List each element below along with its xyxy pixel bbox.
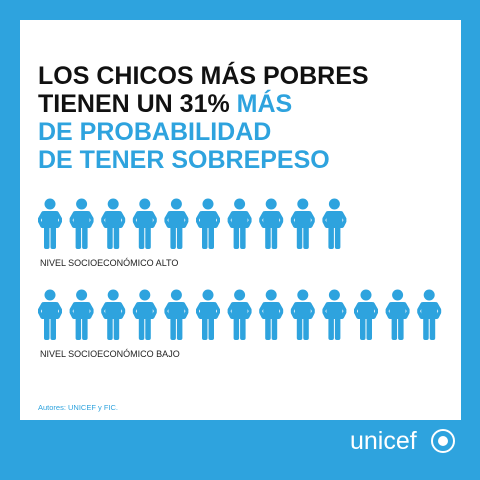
row-label: NIVEL SOCIOECONÓMICO ALTO	[40, 258, 178, 268]
title-line: TIENEN UN 31% MÁS	[38, 89, 292, 118]
row-label: NIVEL SOCIOECONÓMICO BAJO	[40, 349, 180, 359]
title-part: TIENEN UN 31%	[38, 90, 230, 118]
title-line: LOS CHICOS MÁS POBRES	[38, 61, 369, 90]
icon-rows: NIVEL SOCIOECONÓMICO ALTO NIVEL SOCIOECON…	[38, 198, 442, 359]
logo: unicef	[350, 427, 455, 455]
logo-emblem	[438, 436, 448, 446]
logo-text: unicef	[350, 427, 417, 455]
source: Autores: UNICEF y FIC.	[38, 403, 118, 412]
title-part: MÁS	[237, 89, 293, 118]
title-line: DE TENER SOBREPESO	[38, 146, 330, 174]
title-line: DE PROBABILIDAD	[38, 118, 271, 146]
logo-emblem	[431, 429, 455, 453]
